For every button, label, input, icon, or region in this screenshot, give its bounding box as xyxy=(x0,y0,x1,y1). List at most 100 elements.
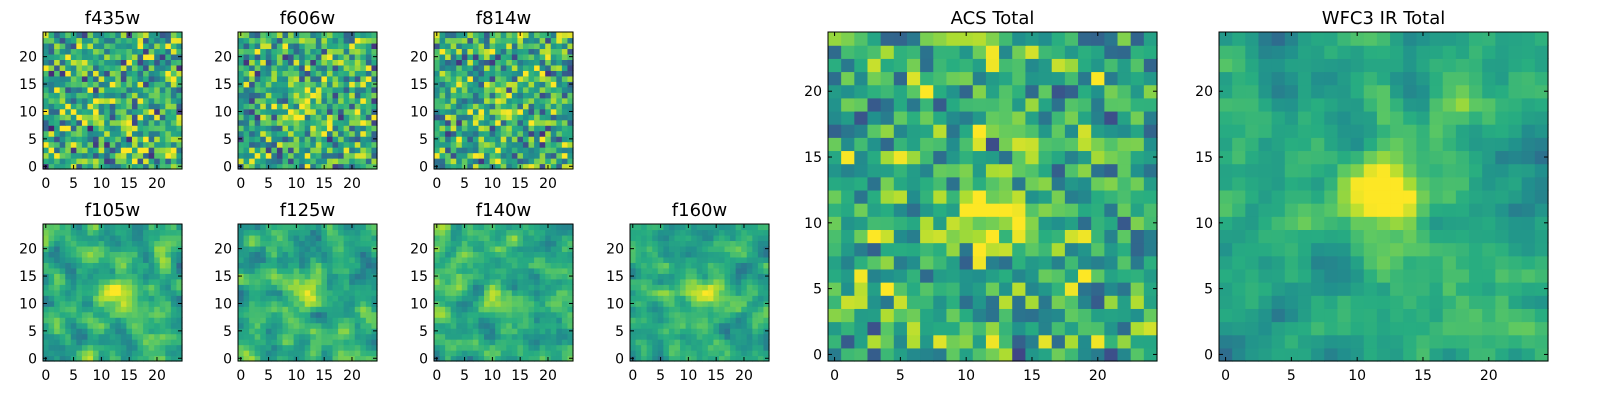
heatmap-cell xyxy=(98,322,105,329)
heatmap-cell xyxy=(746,273,753,280)
heatmap-cell xyxy=(445,152,452,159)
heatmap-cell xyxy=(545,229,552,236)
heatmap-cell xyxy=(534,37,541,44)
heatmap-cell xyxy=(561,103,569,110)
heatmap-cell xyxy=(985,268,1000,283)
heatmap-cell xyxy=(93,350,100,357)
heatmap-cell xyxy=(635,295,642,302)
x-tick-label: 15 xyxy=(511,368,529,384)
heatmap-cell xyxy=(109,284,116,291)
heatmap-cell xyxy=(506,344,513,351)
heatmap-cell xyxy=(143,322,150,329)
heatmap-cell xyxy=(115,339,122,346)
heatmap-cell xyxy=(137,344,144,351)
heatmap-cell xyxy=(126,141,133,148)
heatmap-cell xyxy=(730,300,737,307)
heatmap-cell xyxy=(338,284,345,291)
heatmap-cell xyxy=(254,152,261,159)
heatmap-cell xyxy=(735,317,742,324)
heatmap-cell xyxy=(445,37,452,44)
heatmap-cell xyxy=(467,278,474,285)
heatmap-cell xyxy=(349,136,356,143)
heatmap-cell xyxy=(641,289,648,296)
heatmap-cell xyxy=(343,53,350,60)
heatmap-cell xyxy=(315,163,322,170)
heatmap-cell xyxy=(718,262,726,269)
heatmap-cell xyxy=(154,350,161,357)
heatmap-cell xyxy=(131,59,139,66)
heatmap-cell xyxy=(282,284,289,291)
heatmap-cell xyxy=(657,256,664,263)
heatmap-cell xyxy=(674,262,681,269)
axes-frame xyxy=(237,223,378,362)
heatmap-cell xyxy=(461,256,468,263)
heatmap-cell xyxy=(254,53,261,60)
heatmap-cell xyxy=(59,333,66,340)
heatmap-cell xyxy=(338,114,345,121)
heatmap-cell xyxy=(841,176,855,191)
heatmap-cell xyxy=(561,152,569,159)
heatmap-cell xyxy=(243,108,250,115)
heatmap-cell xyxy=(880,282,895,296)
heatmap-cell xyxy=(1025,255,1040,270)
heatmap-cell xyxy=(81,103,89,110)
heatmap-cell xyxy=(365,278,373,285)
heatmap-cell xyxy=(81,344,89,351)
heatmap-cell xyxy=(87,125,94,132)
heatmap-cell xyxy=(841,163,855,178)
heatmap-cell xyxy=(354,317,361,324)
heatmap-cell xyxy=(326,273,334,280)
heatmap-cell xyxy=(154,81,161,88)
heatmap-cell xyxy=(349,278,356,285)
heatmap-cell xyxy=(120,328,127,335)
heatmap-cell xyxy=(354,245,361,252)
heatmap-cell xyxy=(517,152,524,159)
heatmap-cell xyxy=(243,163,250,170)
heatmap-cell xyxy=(522,339,530,346)
heatmap-cell xyxy=(511,311,518,318)
heatmap-cell xyxy=(539,311,546,318)
heatmap-cell xyxy=(561,81,569,88)
heatmap-cell xyxy=(93,114,100,121)
heatmap-cell xyxy=(143,103,150,110)
heatmap-cell xyxy=(746,350,753,357)
heatmap-cell xyxy=(54,163,61,170)
y-tick-label: 10 xyxy=(214,296,232,312)
x-tick-label: 10 xyxy=(92,176,110,192)
heatmap-cell xyxy=(534,256,541,263)
heatmap-cell xyxy=(545,42,552,50)
heatmap-cell xyxy=(702,273,709,280)
heatmap-cell xyxy=(539,284,546,291)
heatmap-cell xyxy=(506,108,513,115)
heatmap-cell xyxy=(282,103,289,110)
heatmap-cell xyxy=(456,42,463,50)
heatmap-cell xyxy=(534,48,541,55)
heatmap-cell xyxy=(478,355,485,362)
heatmap-cell xyxy=(93,256,100,263)
heatmap-cell xyxy=(539,70,546,77)
heatmap-cell xyxy=(511,42,518,50)
heatmap-cell xyxy=(567,125,574,132)
heatmap-cell xyxy=(354,355,361,362)
heatmap-cell xyxy=(65,92,72,99)
heatmap-cell xyxy=(360,317,367,324)
heatmap-cell xyxy=(310,53,317,60)
heatmap-cell xyxy=(735,224,742,231)
heatmap-cell xyxy=(434,289,441,296)
heatmap-cell xyxy=(517,240,524,247)
heatmap-cell xyxy=(299,48,306,55)
heatmap-cell xyxy=(148,92,155,99)
heatmap-cell xyxy=(484,114,491,121)
heatmap-cell xyxy=(98,306,105,313)
heatmap-cell xyxy=(635,278,642,285)
heatmap-cell xyxy=(137,267,144,274)
heatmap-cell xyxy=(439,97,446,104)
heatmap-cell xyxy=(54,119,61,126)
heatmap-cell xyxy=(154,234,161,242)
heatmap-cell xyxy=(154,317,161,324)
heatmap-cell xyxy=(76,267,83,274)
heatmap-cell xyxy=(87,130,94,137)
heatmap-cell xyxy=(663,229,670,236)
heatmap-cell xyxy=(260,317,267,324)
heatmap-cell xyxy=(310,289,317,296)
